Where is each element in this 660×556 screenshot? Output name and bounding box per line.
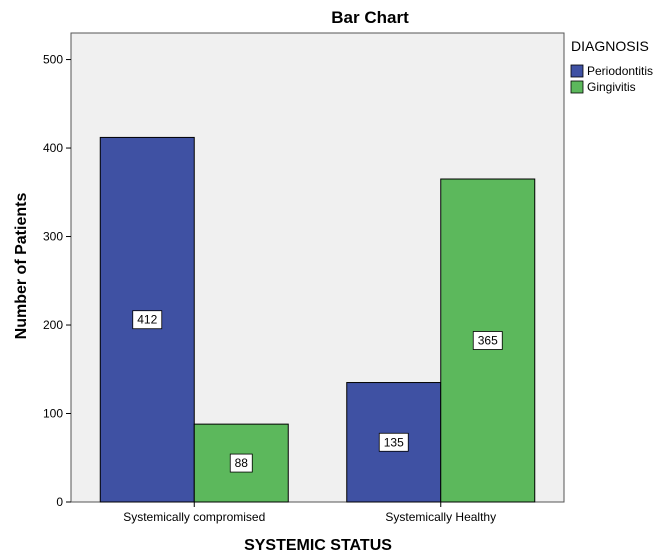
x-tick-label: Systemically Healthy xyxy=(385,510,496,524)
legend-label-periodontitis: Periodontitis xyxy=(587,64,653,78)
x-axis: Systemically compromised Systemically Hea… xyxy=(123,502,496,524)
data-label: 135 xyxy=(384,435,404,449)
chart-title: Bar Chart xyxy=(331,8,409,27)
x-tick-label: Systemically compromised xyxy=(123,510,265,524)
legend-swatch-periodontitis xyxy=(570,64,584,78)
data-label: 412 xyxy=(137,313,157,327)
y-tick-label: 100 xyxy=(43,407,63,421)
y-tick-label: 300 xyxy=(43,230,63,244)
y-axis: 0 100 200 300 400 500 xyxy=(43,53,71,509)
data-label-box xyxy=(378,432,409,452)
legend: DIAGNOSIS Periodontitis Gingivitis xyxy=(570,38,653,94)
data-label-box xyxy=(472,331,503,350)
y-tick-label: 400 xyxy=(43,141,63,155)
x-axis-label: SYSTEMIC STATUS xyxy=(244,537,392,554)
bars-group: 412 88 135 365 xyxy=(99,136,536,503)
data-label-box xyxy=(132,310,163,330)
data-label-box xyxy=(229,453,253,473)
legend-label-gingivitis: Gingivitis xyxy=(587,80,636,94)
y-tick-label: 500 xyxy=(43,53,63,67)
data-label: 88 xyxy=(235,456,249,470)
y-axis-label: Number of Patients xyxy=(13,193,30,340)
y-tick-label: 0 xyxy=(56,495,63,509)
y-tick-label: 200 xyxy=(43,318,63,332)
data-label: 365 xyxy=(478,334,498,348)
legend-swatch-gingivitis xyxy=(570,80,584,94)
legend-title: DIAGNOSIS xyxy=(571,38,649,54)
